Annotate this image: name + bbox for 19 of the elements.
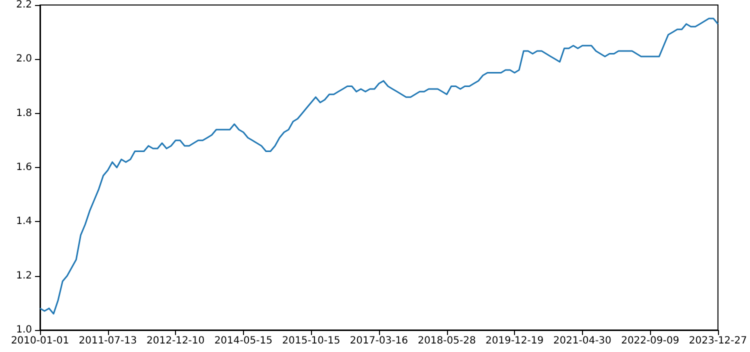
- x-tick-label: 2010-01-01: [10, 336, 70, 346]
- y-tick-label: 1.0: [16, 324, 32, 336]
- x-tick-label: 2015-10-15: [282, 336, 340, 346]
- x-tick-label: 2017-03-16: [350, 336, 408, 346]
- y-tick-label: 1.8: [16, 108, 32, 119]
- y-tick-label: 1.4: [16, 216, 32, 228]
- x-tick-label: 2023-12-27: [688, 336, 748, 346]
- x-tick-label: 2018-05-28: [418, 336, 476, 346]
- x-tick-label: 2012-12-10: [146, 336, 205, 346]
- x-tick-label: 2022-09-09: [621, 336, 680, 346]
- y-tick-label: 2.2: [16, 0, 32, 10]
- y-tick-label: 2.0: [16, 54, 32, 65]
- line-series: [39, 18, 719, 314]
- x-tick-label: 2019-12-19: [485, 336, 544, 346]
- x-tick-label: 2011-07-13: [78, 336, 137, 346]
- x-tick-label: 2021-04-30: [553, 336, 612, 346]
- y-tick-label: 1.2: [16, 270, 32, 282]
- y-tick-label: 1.6: [16, 162, 32, 173]
- x-tick-label: 2014-05-15: [214, 336, 272, 346]
